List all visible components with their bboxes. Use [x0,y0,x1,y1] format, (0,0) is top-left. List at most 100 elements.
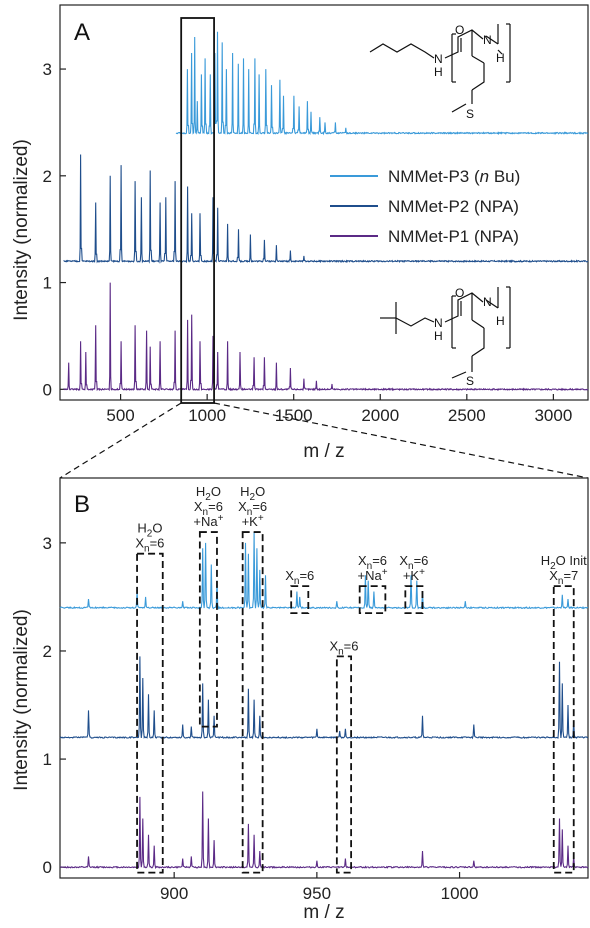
annotation-label-6-1: +K+ [403,567,425,583]
a-xtick-label: 1500 [275,406,313,425]
annotation-subscript: n [408,561,414,572]
annotation-subscript: + [382,567,388,578]
annotation-box-4 [335,655,353,874]
annotation-label-5-1: +Na+ [357,567,387,583]
annotation-subscript: n [558,576,564,587]
chem-bottom-n1: N [434,316,443,330]
annotation-subscript: n [247,507,253,518]
panel-a-zoom-box [180,17,215,404]
annotation-subscript: n [144,544,150,555]
chem-top-h2: H [496,51,505,65]
b-ytick-label: 2 [43,642,52,661]
annotation-label-2-1: Xn=6 [238,499,267,518]
panel-a: A 0 1 2 3 500 1000 1500 2000 2500 3000 Intensity… [11,4,589,462]
annotation-subscript: + [419,567,425,578]
annotation-box-6 [404,585,424,615]
panel-b-x-axis-title: m / z [303,902,344,923]
legend-label-p1: NMMet-P1 (NPA) [388,227,519,246]
annotation-subscript: n [294,576,300,587]
b-series-line-p1 [59,791,589,870]
zoom-connector-left [59,402,182,479]
annotation-subscript: =6 [372,553,387,568]
annotation-subscript: O [556,553,566,568]
panel-a-legend: NMMet-P3 (n Bu) NMMet-P2 (NPA) NMMet-P1 … [330,167,520,246]
chem-structure-bottom [380,286,511,379]
a-series-line-p2 [63,154,589,264]
annotation-subscript: =6 [414,553,429,568]
legend-label-p3: NMMet-P3 (n Bu) [388,167,520,186]
a-xtick-label: 500 [106,406,134,425]
annotation-subscript: n [203,507,209,518]
annotation-box-1 [198,531,218,728]
annotation-subscript: =7 [563,568,578,583]
annotation-subscript: =6 [344,638,359,653]
annotation-subscript: 2 [250,492,256,503]
a-ytick-label: 2 [43,167,52,186]
legend-label-p3-italic: n [480,167,489,186]
annotation-subscript: O [211,484,221,499]
annotation-label-1-0: H2O [196,484,221,503]
annotation-label-3-0: Xn=6 [285,568,314,587]
panel-a-y-ticks: 0 1 2 3 [43,60,66,399]
b-series-line-p2 [59,656,589,740]
panel-b-series [59,532,589,870]
panel-a-x-axis-title: m / z [303,441,344,462]
annotation-subscript: + [218,513,224,524]
annotation-subscript: 2 [147,529,153,540]
b-xtick-label: 1000 [441,884,479,903]
annotation-box-7 [552,585,575,874]
annotation-label-1-2: +Na+ [193,513,223,529]
panel-b-x-ticks: 900 950 1000 [160,872,479,903]
b-ytick-label: 3 [43,534,52,553]
annotation-subscript: + [258,513,264,524]
a-xtick-label: 2500 [448,406,486,425]
chem-bottom-h2: H [496,314,505,328]
chem-bottom-h1: H [434,329,443,343]
a-xtick-label: 2000 [361,406,399,425]
annotation-subscript: Init [566,553,587,568]
annotation-label-7-1: Xn=7 [549,568,578,587]
annotation-label-1-1: Xn=6 [194,499,223,518]
panel-b: B 0 1 2 3 900 950 1000 Intensity (normalized)… [11,477,589,923]
annotation-subscript: 2 [550,561,556,572]
b-xtick-label: 900 [160,884,188,903]
annotation-subscript: O [152,521,162,536]
chem-bottom-n2: N [483,295,492,309]
chem-bottom-o: O [455,286,464,300]
chem-top-n2: N [483,33,492,47]
annotation-subscript: =6 [299,568,314,583]
panel-a-series [63,31,589,392]
annotation-label-4-0: Xn=6 [329,638,358,657]
annotation-label-2-2: +K+ [242,513,264,529]
a-series-line-p1 [63,282,589,392]
b-xtick-label: 950 [303,884,331,903]
annotation-subscript: =6 [150,536,165,551]
a-xtick-label: 1000 [188,406,226,425]
annotation-subscript: 2 [205,492,211,503]
zoom-connector-right [213,402,589,479]
panel-b-y-ticks: 0 1 2 3 [43,534,66,877]
panel-b-y-axis-title: Intensity (normalized) [11,609,32,791]
b-ytick-label: 0 [43,858,52,877]
legend-label-p3-suffix: Bu) [489,167,520,186]
annotation-box-2 [241,531,264,874]
panel-b-annotation-labels: H2OXn=6H2OXn=6+Na+H2OXn=6+K+Xn=6Xn=6Xn=6… [135,484,587,657]
panel-b-letter: B [74,491,90,518]
panel-a-y-axis-title: Intensity (normalized) [11,139,32,321]
legend-label-p2: NMMet-P2 (NPA) [388,197,519,216]
a-ytick-label: 1 [43,274,52,293]
annotation-subscript: =6 [208,499,223,514]
annotation-label-2-0: H2O [240,484,265,503]
chem-top-s: S [466,107,474,121]
annotation-box-0 [136,552,164,874]
panel-a-letter: A [74,19,90,46]
chem-structure-bottom-labels: N H O N H S [434,286,505,388]
chem-top-n1: N [434,52,443,66]
panel-a-frame [59,4,589,401]
panel-b-annotation-boxes [136,531,575,874]
b-ytick-label: 1 [43,750,52,769]
annotation-subscript: O [255,484,265,499]
legend-label-p3-main: NMMet-P3 ( [388,167,480,186]
annotation-subscript: n [367,561,373,572]
